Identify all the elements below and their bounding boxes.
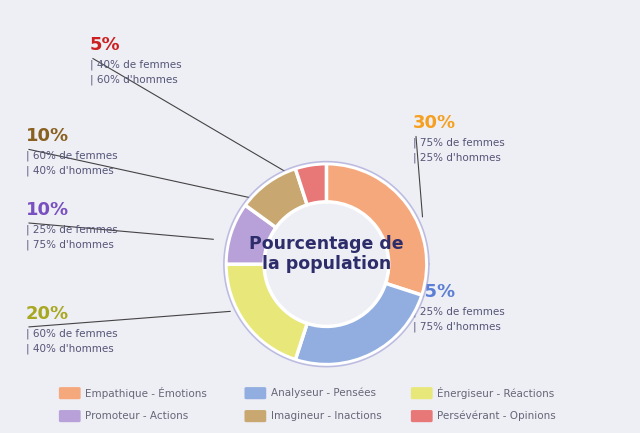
Text: | 40% d'hommes: | 40% d'hommes (26, 343, 113, 354)
Text: Pourcentage de
la population: Pourcentage de la population (249, 235, 404, 274)
Wedge shape (226, 205, 276, 264)
FancyBboxPatch shape (411, 387, 433, 399)
Text: | 25% de femmes: | 25% de femmes (413, 307, 504, 317)
Text: | 40% d'hommes: | 40% d'hommes (26, 166, 113, 176)
Wedge shape (295, 164, 326, 205)
FancyBboxPatch shape (59, 387, 81, 399)
Wedge shape (326, 164, 427, 295)
Wedge shape (226, 264, 307, 360)
Text: 5%: 5% (90, 36, 120, 55)
Text: | 60% d'hommes: | 60% d'hommes (90, 75, 177, 85)
Text: | 25% de femmes: | 25% de femmes (26, 224, 117, 235)
Text: Persévérant - Opinions: Persévérant - Opinions (437, 411, 556, 421)
Text: 10%: 10% (26, 201, 68, 219)
Text: Imagineur - Inactions: Imagineur - Inactions (271, 411, 381, 421)
Text: | 75% de femmes: | 75% de femmes (413, 138, 504, 148)
Text: 10%: 10% (26, 127, 68, 145)
FancyBboxPatch shape (411, 410, 433, 422)
Text: | 75% d'hommes: | 75% d'hommes (26, 239, 113, 250)
Wedge shape (295, 283, 422, 365)
FancyBboxPatch shape (244, 410, 266, 422)
Text: Promoteur - Actions: Promoteur - Actions (85, 411, 188, 421)
Text: Empathique - Émotions: Empathique - Émotions (85, 387, 207, 399)
Wedge shape (245, 168, 307, 227)
Text: Analyseur - Pensées: Analyseur - Pensées (271, 388, 376, 398)
Text: | 40% de femmes: | 40% de femmes (90, 60, 181, 70)
Text: 20%: 20% (26, 305, 68, 323)
Text: | 60% de femmes: | 60% de femmes (26, 328, 117, 339)
FancyBboxPatch shape (59, 410, 81, 422)
Text: Énergiseur - Réactions: Énergiseur - Réactions (437, 387, 554, 399)
Text: | 75% d'hommes: | 75% d'hommes (413, 322, 500, 332)
FancyBboxPatch shape (244, 387, 266, 399)
Text: | 60% de femmes: | 60% de femmes (26, 151, 117, 161)
Text: | 25% d'hommes: | 25% d'hommes (413, 153, 500, 163)
Text: 25%: 25% (413, 283, 456, 301)
Text: 30%: 30% (413, 114, 456, 132)
